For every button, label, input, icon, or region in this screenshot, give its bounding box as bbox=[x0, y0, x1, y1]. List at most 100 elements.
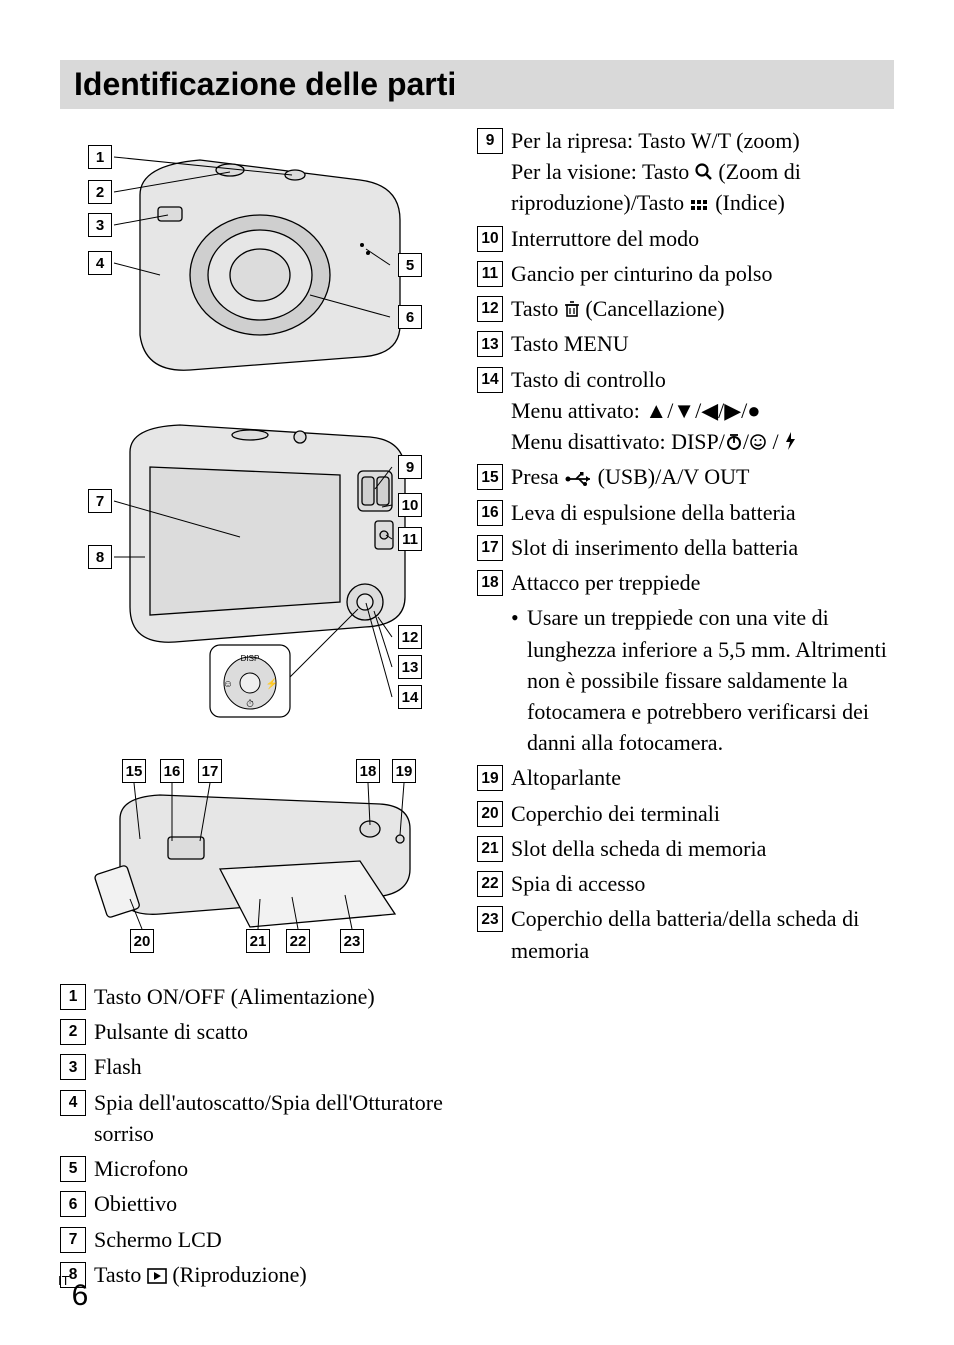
part-number-box: 21 bbox=[477, 836, 503, 862]
page-title: Identificazione delle parti bbox=[74, 66, 894, 103]
part-number-box: 4 bbox=[60, 1090, 86, 1116]
callout-11: 11 bbox=[398, 527, 422, 551]
part-number-box: 9 bbox=[477, 128, 503, 154]
callout-3: 3 bbox=[88, 213, 112, 237]
part-item-21: 21 Slot della scheda di memoria bbox=[477, 833, 894, 864]
part-item-17: 17 Slot di inserimento della batteria bbox=[477, 532, 894, 563]
part-item-5: 5 Microfono bbox=[60, 1153, 469, 1184]
part-item-2: 2 Pulsante di scatto bbox=[60, 1016, 469, 1047]
svg-text:⚡: ⚡ bbox=[266, 677, 278, 690]
callout-9: 9 bbox=[398, 455, 422, 479]
callout-10: 10 bbox=[398, 493, 422, 517]
part-number-box: 11 bbox=[477, 261, 503, 287]
disp-label: DISP bbox=[241, 654, 260, 663]
part-item-4: 4 Spia dell'autoscatto/Spia dell'Otturato… bbox=[60, 1087, 469, 1149]
part-item-19: 19 Altoparlante bbox=[477, 762, 894, 793]
part-text: Obiettivo bbox=[94, 1188, 469, 1219]
part-number-box: 6 bbox=[60, 1191, 86, 1217]
callout-23: 23 bbox=[340, 929, 364, 953]
svg-text:⏱: ⏱ bbox=[246, 699, 254, 710]
part-number-box: 19 bbox=[477, 765, 503, 791]
callout-18: 18 bbox=[356, 759, 380, 783]
part-item-20: 20 Coperchio dei terminali bbox=[477, 798, 894, 829]
part-text: Tasto di controlloMenu attivato: ▲/▼/◀/▶… bbox=[511, 364, 894, 458]
part-item-12: 12 Tasto (Cancellazione) bbox=[477, 293, 894, 324]
part-text: Altoparlante bbox=[511, 762, 894, 793]
part-text: Per la ripresa: Tasto W/T (zoom)Per la v… bbox=[511, 125, 894, 219]
part-item-22: 22 Spia di accesso bbox=[477, 868, 894, 899]
part-text: Microfono bbox=[94, 1153, 469, 1184]
page-footer: IT 6 bbox=[58, 1279, 88, 1313]
part-text: Coperchio della batteria/della scheda di… bbox=[511, 903, 894, 965]
part-number-box: 14 bbox=[477, 367, 503, 393]
part-item-8: 8Tasto (Riproduzione) bbox=[60, 1259, 469, 1290]
part-text: Flash bbox=[94, 1051, 469, 1082]
part-number-box: 2 bbox=[60, 1019, 86, 1045]
callout-6: 6 bbox=[398, 305, 422, 329]
manual-page: Identificazione delle parti bbox=[0, 0, 954, 1345]
callout-2: 2 bbox=[88, 180, 112, 204]
part-item-9: 9 Per la ripresa: Tasto W/T (zoom)Per la … bbox=[477, 125, 894, 219]
part-item-23: 23 Coperchio della batteria/della scheda … bbox=[477, 903, 894, 965]
part-note: •Usare un treppiede con una vite di lung… bbox=[511, 602, 894, 758]
two-column-layout: 123456 bbox=[60, 125, 894, 1294]
part-number-box: 10 bbox=[477, 226, 503, 252]
callout-20: 20 bbox=[130, 929, 154, 953]
part-number-box: 22 bbox=[477, 871, 503, 897]
part-text: Tasto ON/OFF (Alimentazione) bbox=[94, 981, 469, 1012]
part-number-box: 20 bbox=[477, 801, 503, 827]
camera-front-illustration bbox=[60, 125, 440, 385]
part-text: Interruttore del modo bbox=[511, 223, 894, 254]
part-number-box: 1 bbox=[60, 984, 86, 1010]
callout-7: 7 bbox=[88, 489, 112, 513]
camera-back-illustration: DISP ☺ ⚡ ⏱ bbox=[60, 407, 440, 727]
part-item-1: 1 Tasto ON/OFF (Alimentazione) bbox=[60, 981, 469, 1012]
part-text: Slot della scheda di memoria bbox=[511, 833, 894, 864]
svg-text:☺: ☺ bbox=[223, 679, 233, 690]
part-number-box: 5 bbox=[60, 1156, 86, 1182]
part-item-3: 3 Flash bbox=[60, 1051, 469, 1082]
part-text: Pulsante di scatto bbox=[94, 1016, 469, 1047]
part-text: Coperchio dei terminali bbox=[511, 798, 894, 829]
part-text: Gancio per cinturino da polso bbox=[511, 258, 894, 289]
part-text: Slot di inserimento della batteria bbox=[511, 532, 894, 563]
part-number-box: 17 bbox=[477, 535, 503, 561]
page-number: 6 bbox=[72, 1279, 89, 1313]
part-number-box: 3 bbox=[60, 1054, 86, 1080]
part-item-13: 13Tasto MENU bbox=[477, 328, 894, 359]
right-column: 9 Per la ripresa: Tasto W/T (zoom)Per la … bbox=[477, 125, 894, 1294]
part-text: Spia di accesso bbox=[511, 868, 894, 899]
diagram-camera-front: 123456 bbox=[60, 125, 469, 385]
diagram-camera-bottom: 151617181920212223 bbox=[60, 749, 469, 959]
part-text: Schermo LCD bbox=[94, 1224, 469, 1255]
part-number-box: 18 bbox=[477, 570, 503, 596]
part-item-7: 7 Schermo LCD bbox=[60, 1224, 469, 1255]
callout-1: 1 bbox=[88, 145, 112, 169]
callout-17: 17 bbox=[198, 759, 222, 783]
part-number-box: 7 bbox=[60, 1227, 86, 1253]
part-item-11: 11 Gancio per cinturino da polso bbox=[477, 258, 894, 289]
part-number-box: 23 bbox=[477, 906, 503, 932]
part-number-box: 13 bbox=[477, 331, 503, 357]
callout-21: 21 bbox=[246, 929, 270, 953]
callout-22: 22 bbox=[286, 929, 310, 953]
diagram-camera-back: DISP ☺ ⚡ ⏱ bbox=[60, 407, 469, 727]
part-text: Tasto (Cancellazione) bbox=[511, 293, 894, 324]
parts-list-left: 1 Tasto ON/OFF (Alimentazione) 2 Pulsante d… bbox=[60, 981, 469, 1290]
callout-14: 14 bbox=[398, 685, 422, 709]
callout-15: 15 bbox=[122, 759, 146, 783]
part-text: Spia dell'autoscatto/Spia dell'Otturator… bbox=[94, 1087, 469, 1149]
part-text: Presa (USB)/A/V OUT bbox=[511, 461, 894, 492]
part-number-box: 16 bbox=[477, 500, 503, 526]
part-text: Tasto (Riproduzione) bbox=[94, 1259, 469, 1290]
part-number-box: 12 bbox=[477, 296, 503, 322]
callout-5: 5 bbox=[398, 253, 422, 277]
part-number-box: 15 bbox=[477, 464, 503, 490]
callout-13: 13 bbox=[398, 655, 422, 679]
callout-16: 16 bbox=[160, 759, 184, 783]
left-column: 123456 bbox=[60, 125, 477, 1294]
part-item-16: 16Leva di espulsione della batteria bbox=[477, 497, 894, 528]
part-text: Attacco per treppiede•Usare un treppiede… bbox=[511, 567, 894, 758]
part-item-14: 14 Tasto di controlloMenu attivato: ▲/▼/◀… bbox=[477, 364, 894, 458]
language-code: IT bbox=[58, 1273, 70, 1288]
